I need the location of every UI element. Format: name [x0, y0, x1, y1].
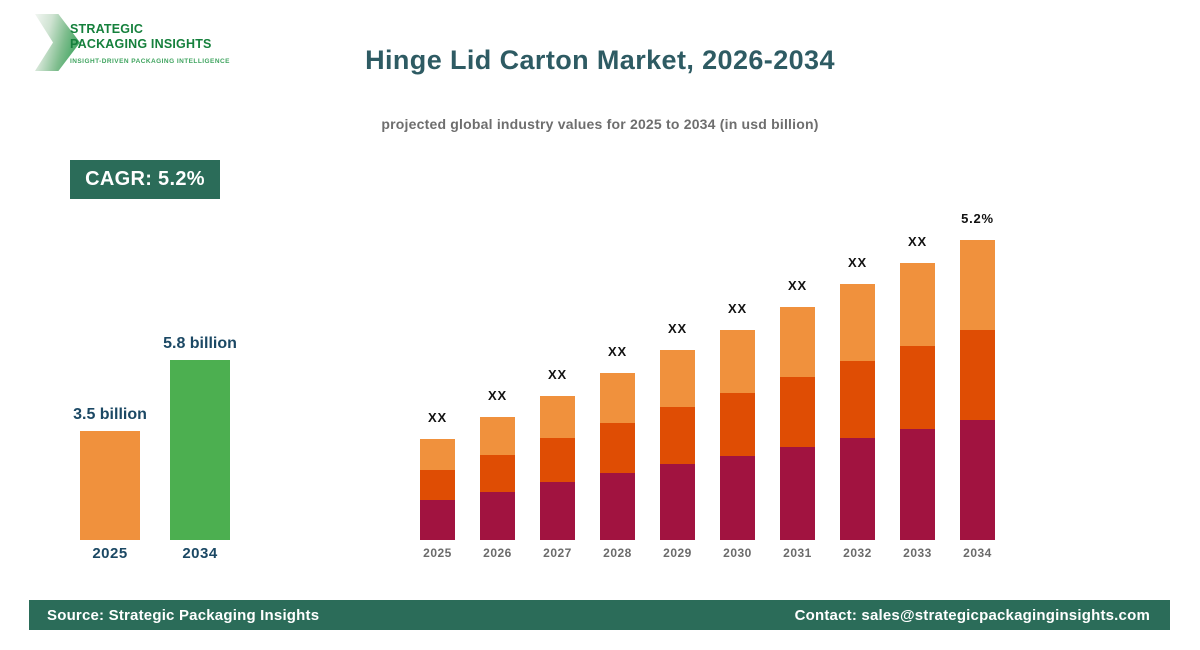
stacked-bar-2032-bottom-segment [840, 438, 875, 540]
stacked-bar-2034-middle-segment [960, 330, 995, 420]
stacked-bar-2026 [480, 417, 515, 540]
stacked-bar-2029-bottom-segment [660, 464, 695, 540]
stacked-bar-2030-top-segment [720, 330, 755, 393]
stacked-bar-2025-bottom-segment [420, 500, 455, 540]
stacked-bar-2027 [540, 396, 575, 540]
stacked-bar-label-2034: 5.2% [961, 211, 994, 226]
stacked-bar-2032-middle-segment [840, 361, 875, 438]
stacked-bar-2030 [720, 330, 755, 540]
page-title: Hinge Lid Carton Market, 2026-2034 [365, 45, 835, 75]
stacked-bar-2025 [420, 439, 455, 540]
stacked-year-label-2029: 2029 [663, 546, 692, 560]
stacked-bar-label-2028: XX [608, 344, 627, 359]
stacked-bar-2029-top-segment [660, 350, 695, 407]
stacked-bar-label-2033: XX [908, 234, 927, 249]
stacked-bar-2033-middle-segment [900, 346, 935, 429]
summary-chart: 3.5 billion 2025 5.8 billion 2034 [70, 318, 240, 568]
stacked-bar-label-2026: XX [488, 388, 507, 403]
brand-name-line2: PACKAGING INSIGHTS [70, 37, 212, 51]
footer-source: Source: Strategic Packaging Insights [47, 606, 320, 624]
stacked-bar-2032 [840, 284, 875, 540]
stacked-bar-2032-top-segment [840, 284, 875, 361]
stacked-year-label-2033: 2033 [903, 546, 932, 560]
stacked-bar-2031-top-segment [780, 307, 815, 377]
stacked-bar-chart: XX 2025 XX 2026 XX 2027 XX 2028 XX 2029 XX 2030 XX 20… [420, 195, 1020, 570]
stacked-bar-label-2031: XX [788, 278, 807, 293]
stacked-bar-2034-top-segment [960, 240, 995, 330]
stacked-year-label-2034: 2034 [963, 546, 992, 560]
brand-name-line1: STRATEGIC [70, 22, 144, 36]
stacked-bar-2027-bottom-segment [540, 482, 575, 540]
stacked-bar-label-2030: XX [728, 301, 747, 316]
summary-year-label-2034: 2034 [182, 545, 218, 562]
stacked-year-label-2030: 2030 [723, 546, 752, 560]
footer-contact: Contact: sales@strategicpackaginginsight… [794, 606, 1150, 624]
stacked-bar-2034 [960, 240, 995, 540]
stacked-bar-2031-middle-segment [780, 377, 815, 447]
stacked-year-label-2028: 2028 [603, 546, 632, 560]
stacked-bar-2033-top-segment [900, 263, 935, 346]
stacked-bar-2027-middle-segment [540, 438, 575, 482]
stacked-bar-2027-top-segment [540, 396, 575, 438]
stacked-bar-2034-bottom-segment [960, 420, 995, 540]
footer-bar: Source: Strategic Packaging Insights Con… [29, 600, 1170, 630]
stacked-year-label-2026: 2026 [483, 546, 512, 560]
brand-logo: STRATEGIC PACKAGING INSIGHTS [70, 22, 212, 52]
stacked-bar-label-2032: XX [848, 255, 867, 270]
stacked-bar-label-2029: XX [668, 321, 687, 336]
stacked-bar-2031 [780, 307, 815, 540]
cagr-badge: CAGR: 5.2% [70, 160, 220, 199]
stacked-bar-2029-middle-segment [660, 407, 695, 464]
stacked-bar-2026-bottom-segment [480, 492, 515, 540]
stacked-year-label-2032: 2032 [843, 546, 872, 560]
stacked-year-label-2025: 2025 [423, 546, 452, 560]
stacked-bar-2025-top-segment [420, 439, 455, 470]
stacked-bar-label-2027: XX [548, 367, 567, 382]
stacked-year-label-2027: 2027 [543, 546, 572, 560]
summary-bar-2025 [80, 431, 140, 540]
stacked-bar-2028-middle-segment [600, 423, 635, 473]
stacked-bar-2030-bottom-segment [720, 456, 755, 540]
stacked-bar-2030-middle-segment [720, 393, 755, 456]
summary-year-label-2025: 2025 [92, 545, 128, 562]
stacked-bar-2029 [660, 350, 695, 540]
stacked-bar-2028-top-segment [600, 373, 635, 423]
stacked-bar-2026-top-segment [480, 417, 515, 455]
stacked-bar-2033-bottom-segment [900, 429, 935, 540]
stacked-year-label-2031: 2031 [783, 546, 812, 560]
summary-value-label-2025: 3.5 billion [73, 406, 147, 424]
stacked-bar-2026-middle-segment [480, 455, 515, 492]
summary-bar-2034 [170, 360, 230, 540]
stacked-bar-2028 [600, 373, 635, 540]
summary-value-label-2034: 5.8 billion [163, 335, 237, 352]
page-subtitle: projected global industry values for 202… [381, 116, 819, 132]
stacked-bar-2028-bottom-segment [600, 473, 635, 540]
stacked-bar-label-2025: XX [428, 410, 447, 425]
stacked-bar-2033 [900, 263, 935, 540]
stacked-bar-2025-middle-segment [420, 470, 455, 500]
brand-tagline: INSIGHT-DRIVEN PACKAGING INTELLIGENCE [70, 58, 230, 65]
stacked-bar-2031-bottom-segment [780, 447, 815, 540]
